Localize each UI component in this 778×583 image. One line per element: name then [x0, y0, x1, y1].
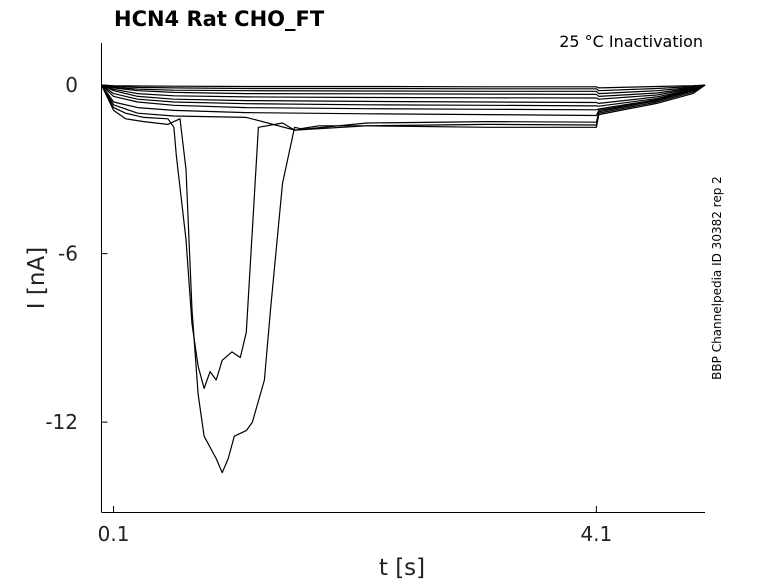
current-trace-8	[101, 84, 706, 111]
chart-annotation: 25 °C Inactivation	[559, 32, 703, 51]
current-trace-2	[101, 84, 706, 92]
y-tick-label: -12	[45, 410, 78, 434]
current-trace-6	[101, 84, 706, 104]
side-id-label: BBP Channelpedia ID 30382 rep 2	[710, 176, 724, 380]
current-trace-1	[101, 84, 706, 89]
current-trace-7	[101, 84, 706, 107]
y-axis-label: I [nA]	[24, 247, 50, 309]
tick-labels: 0.1 4.1 0 -6 -12	[45, 73, 612, 546]
y-tick-label: 0	[65, 73, 78, 97]
current-trace-12	[100, 84, 706, 474]
x-tick-label: 0.1	[98, 522, 130, 546]
x-tick-label: 4.1	[580, 522, 612, 546]
current-trace-11	[100, 84, 706, 389]
current-traces	[100, 84, 706, 474]
current-trace-3	[101, 84, 706, 95]
chart-title: HCN4 Rat CHO_FT	[114, 7, 325, 31]
x-axis-label: t [s]	[379, 555, 425, 581]
plot-area	[100, 43, 706, 513]
current-trace-10	[100, 84, 706, 131]
y-tick-label: -6	[58, 242, 78, 266]
current-trace-5	[101, 84, 706, 100]
current-trace-4	[101, 84, 706, 97]
